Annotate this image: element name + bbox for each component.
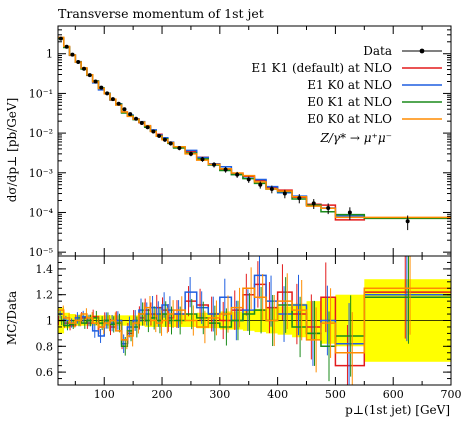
data-point [235, 172, 240, 177]
ratio-y-tick-label: 0.8 [36, 340, 54, 353]
y-axis-label-main: dσ/dp⊥ [pb/GeV] [5, 98, 19, 203]
legend-label-series-1: E1 K0 at NLO [307, 78, 392, 92]
data-point [162, 137, 167, 142]
y-tick-label: 10⁻⁴ [29, 206, 54, 219]
data-point [297, 196, 302, 201]
y-tick-label: 10⁻⁵ [29, 246, 53, 259]
main-plot: 1 10⁻¹ 10⁻² 10⁻³ 10⁻⁴ 10⁻⁵ [29, 25, 452, 259]
y-tick-label: 10⁻¹ [29, 87, 53, 100]
chart-title: Transverse momentum of 1st jet [58, 6, 264, 21]
x-tick-label: 600 [383, 388, 404, 401]
legend-label-series-3: E0 K0 at NLO [307, 112, 392, 126]
data-point [99, 85, 104, 90]
ratio-y-tick-label: 1.2 [36, 289, 54, 302]
data-point [200, 157, 205, 162]
ratio-y-tick-label: 1.4 [36, 263, 54, 276]
y-tick-label: 10⁻² [29, 127, 53, 140]
legend: Data E1 K1 (default) at NLO E1 K0 at NLO E0… [251, 44, 442, 145]
ratio-plot: 0.6 0.8 1 1.2 1.4 100 200 300 400 500 600 700 [36, 255, 462, 401]
x-axis-label: p⊥(1st jet) [GeV] [345, 403, 450, 417]
data-point [87, 73, 92, 78]
data-point [258, 182, 263, 187]
data-point [58, 36, 63, 41]
data-point [70, 52, 75, 57]
data-point [246, 177, 251, 182]
data-point [223, 167, 228, 172]
data-point [282, 191, 287, 196]
x-tick-label: 200 [152, 388, 173, 401]
data-point [122, 107, 127, 112]
data-point [311, 201, 316, 206]
data-point [110, 97, 115, 102]
data-point [76, 59, 81, 64]
data-point [188, 151, 193, 156]
x-tick-label: 400 [267, 388, 288, 401]
data-point [212, 162, 217, 167]
legend-label-data: Data [363, 44, 392, 58]
data-point [168, 141, 173, 146]
data-point [64, 44, 69, 49]
x-tick-label: 100 [94, 388, 115, 401]
data-point [157, 133, 162, 138]
data-point [145, 125, 150, 130]
x-tick-label: 300 [209, 388, 230, 401]
x-tick-label: 700 [441, 388, 462, 401]
legend-marker-data [419, 48, 425, 54]
y-tick-label: 1 [46, 48, 53, 61]
y-tick-label: 10⁻³ [29, 167, 53, 180]
data-point [82, 66, 87, 71]
data-point [116, 101, 121, 106]
y-axis-label-ratio: MC/Data [5, 291, 19, 345]
legend-label-series-2: E0 K1 at NLO [307, 95, 392, 109]
data-point [151, 129, 156, 134]
x-tick-label: 500 [325, 388, 346, 401]
ratio-y-tick-label: 1 [46, 315, 53, 328]
data-point [128, 112, 133, 117]
data-point [105, 91, 110, 96]
data-point [347, 210, 352, 215]
data-point [405, 219, 410, 224]
data-point [269, 187, 274, 192]
process-label: Z/γ* → μ⁺μ⁻ [319, 131, 392, 145]
legend-label-series-0: E1 K1 (default) at NLO [251, 61, 392, 75]
ratio-y-tick-label: 0.6 [36, 366, 54, 379]
data-point [134, 116, 139, 121]
data-point [93, 79, 98, 84]
data-point [139, 120, 144, 125]
data-point [326, 205, 331, 210]
data-point [177, 146, 182, 151]
